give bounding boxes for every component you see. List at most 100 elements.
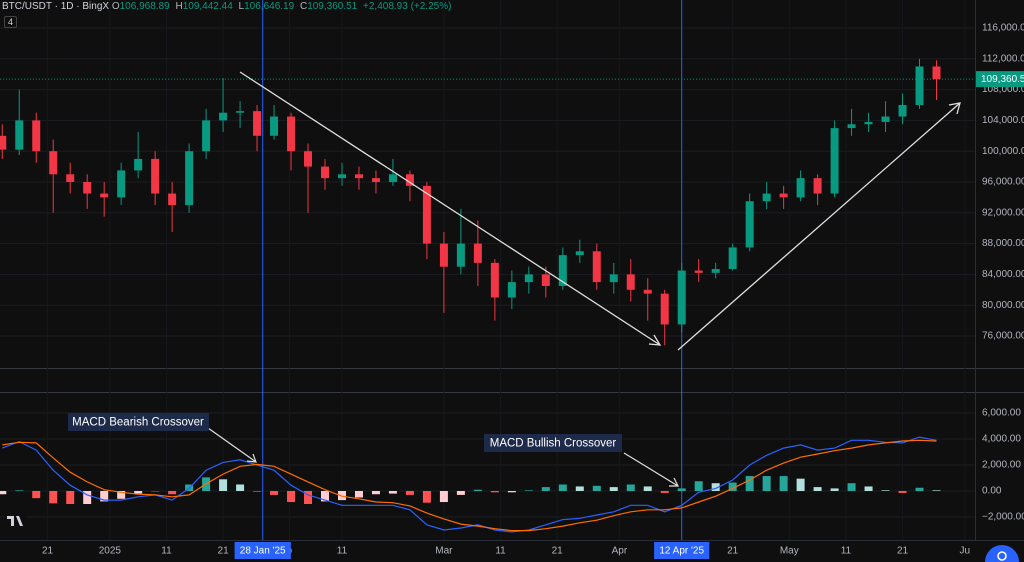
histogram-bar bbox=[830, 488, 839, 491]
x-tick-label: Ju bbox=[960, 546, 971, 557]
candle-body bbox=[185, 151, 194, 206]
histogram-bar bbox=[253, 491, 262, 492]
x-tick-label: 11 bbox=[495, 546, 506, 557]
histogram-bar bbox=[558, 484, 567, 491]
histogram-bar bbox=[0, 491, 7, 495]
candle-body bbox=[270, 116, 279, 136]
histogram-bar bbox=[915, 487, 924, 491]
histogram-bar bbox=[932, 490, 941, 491]
macd-line bbox=[2, 436, 937, 533]
y-tick-label: 104,000.00 bbox=[982, 115, 1024, 126]
candle-body bbox=[490, 262, 499, 298]
histogram-bar bbox=[813, 487, 822, 491]
candle-body bbox=[813, 178, 822, 194]
legend-value: 109,442.44 bbox=[182, 1, 233, 12]
arrow-head bbox=[246, 453, 257, 463]
histogram-bar bbox=[490, 491, 499, 493]
annotation-arrow bbox=[207, 427, 257, 463]
histogram-bar bbox=[117, 491, 126, 499]
histogram-bar bbox=[575, 486, 584, 491]
histogram-bar bbox=[847, 483, 856, 491]
histogram-bar bbox=[100, 491, 109, 502]
candle-body bbox=[337, 174, 346, 179]
y-tick-label: 92,000.00 bbox=[982, 207, 1024, 218]
candle-body bbox=[643, 289, 652, 294]
histogram-bar bbox=[66, 491, 75, 504]
histogram-bar bbox=[304, 491, 313, 504]
last-price-label: 109,360.51 bbox=[981, 74, 1024, 85]
histogram-bar bbox=[219, 479, 228, 491]
candle-body bbox=[354, 174, 363, 179]
histogram-bar bbox=[711, 483, 720, 491]
x-tick-label: 21 bbox=[218, 546, 230, 557]
histogram-bar bbox=[609, 487, 618, 491]
candle-body bbox=[304, 151, 313, 167]
histogram-bar bbox=[694, 481, 703, 491]
x-tick-label: 11 bbox=[841, 546, 852, 557]
histogram-bar bbox=[643, 486, 652, 491]
indicator-toggle[interactable]: 4 bbox=[4, 16, 18, 28]
candle-body bbox=[405, 174, 414, 186]
candle-body bbox=[168, 193, 177, 206]
candle-body bbox=[117, 170, 126, 198]
x-tick-label: 11 bbox=[337, 546, 348, 557]
candle-body bbox=[0, 135, 7, 150]
histogram-bar bbox=[371, 491, 380, 495]
annotation: MACD Bearish Crossover bbox=[72, 417, 204, 429]
candle-body bbox=[66, 174, 75, 182]
candle-body bbox=[626, 274, 635, 290]
marker-label-box bbox=[234, 542, 291, 559]
histogram-bar bbox=[134, 491, 143, 494]
marker-label: 28 Jan '25 bbox=[240, 546, 286, 557]
x-tick-label: 11 bbox=[161, 546, 172, 557]
histogram-bar bbox=[337, 491, 346, 501]
histogram-bar bbox=[660, 491, 669, 493]
candle-body bbox=[134, 158, 143, 171]
histogram-bar bbox=[405, 491, 414, 495]
candle-body bbox=[796, 178, 805, 198]
x-tick-label: 21 bbox=[727, 546, 739, 557]
candle-body bbox=[371, 178, 380, 182]
annotation-arrow bbox=[623, 452, 679, 487]
y-tick-label: 2,000.00 bbox=[982, 460, 1021, 471]
legend-key: O bbox=[111, 1, 120, 12]
histogram-bar bbox=[439, 491, 448, 503]
button-icon bbox=[997, 551, 1007, 561]
candle-body bbox=[456, 243, 465, 267]
candle-body bbox=[779, 193, 788, 198]
y-tick-label: 116,000.00 bbox=[982, 23, 1024, 34]
legend-value: 106,968.89 bbox=[119, 1, 170, 12]
candle-body bbox=[473, 243, 482, 263]
candle-body bbox=[932, 66, 941, 80]
x-tick-label: May bbox=[780, 546, 799, 557]
arrow-head bbox=[648, 334, 662, 346]
annotation-box bbox=[68, 413, 209, 431]
tv-logo bbox=[5, 514, 27, 528]
candle-body bbox=[100, 193, 109, 198]
candle-body bbox=[711, 269, 720, 273]
histogram-bar bbox=[864, 486, 873, 491]
histogram-bar bbox=[796, 478, 805, 491]
y-tick-label: 112,000.00 bbox=[982, 53, 1024, 64]
candle-body bbox=[151, 158, 160, 194]
candle-body bbox=[202, 120, 211, 152]
marker-label-box bbox=[654, 542, 710, 559]
legend: BTC/USDT · 1D · BingX O106,968.89 H109,4… bbox=[2, 1, 454, 12]
histogram-bar bbox=[83, 491, 92, 504]
candle-body bbox=[728, 247, 737, 270]
arrow-head bbox=[669, 477, 679, 487]
y-tick-label: 4,000.00 bbox=[982, 434, 1021, 445]
histogram-bar bbox=[354, 491, 363, 498]
y-tick-label: 6,000.00 bbox=[982, 408, 1021, 419]
scroll-button[interactable] bbox=[985, 545, 1019, 562]
candle-body bbox=[677, 270, 686, 325]
candle-body bbox=[660, 293, 669, 325]
x-tick-label: 21 bbox=[897, 546, 909, 557]
y-tick-label: 0.00 bbox=[982, 486, 1002, 497]
candle-body bbox=[287, 116, 296, 152]
y-tick-label: 108,000.00 bbox=[982, 84, 1024, 95]
histogram-bar bbox=[592, 485, 601, 491]
candle-body bbox=[915, 66, 924, 105]
candle-body bbox=[558, 255, 567, 286]
